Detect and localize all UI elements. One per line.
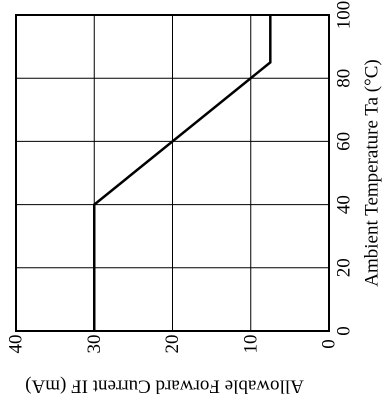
tick-label-current: 0 (319, 339, 340, 349)
tick-label-temperature: 80 (334, 69, 355, 88)
grid (16, 15, 329, 331)
tick-label-temperature: 40 (334, 195, 355, 214)
temperature-tick-labels: 0 20 40 60 80 100 (334, 1, 355, 336)
tick-label-current: 30 (84, 335, 105, 354)
x-axis-label: Ambient Temperature Ta (°C) (362, 59, 383, 286)
y-axis-label: Allowable Forward Current IF (mA) (25, 376, 304, 397)
current-tick-labels: 0 10 20 30 40 (6, 335, 340, 354)
tick-label-temperature: 100 (334, 1, 355, 30)
tick-label-current: 40 (6, 335, 27, 354)
tick-label-temperature: 20 (334, 258, 355, 277)
tick-label-current: 10 (240, 335, 261, 354)
derating-curve (93, 15, 272, 331)
series-layer (93, 15, 272, 331)
plot-frame (15, 14, 330, 332)
tick-label-temperature: 0 (334, 326, 355, 336)
tick-label-current: 20 (162, 335, 183, 354)
tick-label-temperature: 60 (334, 132, 355, 151)
